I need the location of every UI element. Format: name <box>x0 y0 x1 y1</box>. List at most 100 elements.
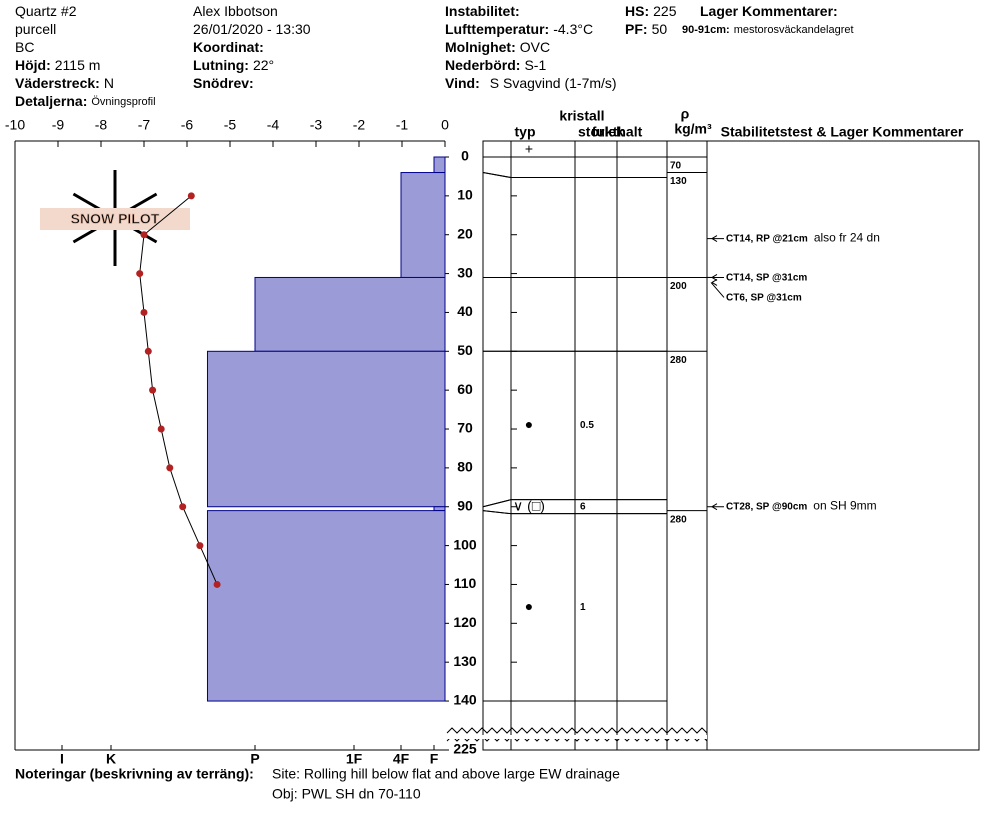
x-tick-label: 0 <box>441 117 449 133</box>
test-label: CT28, SP @90cm <box>726 501 807 512</box>
field-label: Snödrev: <box>193 75 254 91</box>
table-frame <box>482 140 980 751</box>
depth-label: 80 <box>457 459 473 475</box>
hardness-bar <box>433 156 446 174</box>
hardness-label: P <box>250 751 259 767</box>
x-tick-label: -7 <box>138 117 151 133</box>
grain-size: 0.5 <box>580 420 594 431</box>
field-value: Övningsprofil <box>91 96 155 108</box>
depth-label: 70 <box>457 420 473 436</box>
hardness-bar <box>433 506 446 512</box>
test-comment: on SH 9mm <box>813 499 876 513</box>
field-value: S-1 <box>524 57 546 73</box>
temperature-point <box>140 308 148 316</box>
depth-label: 140 <box>453 692 477 708</box>
depth-label: 50 <box>457 342 473 358</box>
depth-label: 60 <box>457 381 473 397</box>
field-value: S Svagvind (1-7m/s) <box>490 75 617 91</box>
logo: SNOW PILOT <box>40 170 190 266</box>
column-header: ρ <box>681 106 690 122</box>
field-value: 26/01/2020 - 13:30 <box>193 21 311 37</box>
hardness-bar <box>400 172 446 278</box>
hardness-bar <box>206 350 446 508</box>
field-value: Alex Ibbotson <box>193 3 278 19</box>
density-value: 70 <box>670 161 682 172</box>
temperature-point <box>140 231 148 239</box>
test: CT6, SP @31cm <box>726 292 802 303</box>
depth-label: 130 <box>453 653 477 669</box>
temperature-point <box>144 347 152 355</box>
header-field: HS: 225 <box>625 3 677 19</box>
temperature-point <box>213 580 221 588</box>
header-field: purcell <box>15 21 56 37</box>
field-label: Vind: <box>445 75 480 91</box>
column-header: typ <box>515 124 536 140</box>
density-value: 200 <box>670 281 687 292</box>
break-gap <box>447 735 707 739</box>
depth-label: 30 <box>457 264 473 280</box>
field-value: 225 <box>653 3 677 19</box>
field-label: Lufttemperatur: <box>445 21 549 37</box>
header-field: Nederbörd: S-1 <box>445 57 546 73</box>
field-value: mestorosväckandelagret <box>734 24 854 36</box>
density-value: 280 <box>670 355 687 366</box>
field-label: PF: <box>625 21 648 37</box>
depth-label: 225 <box>453 741 477 757</box>
test-arrow <box>711 274 724 281</box>
test-arrow <box>710 279 725 298</box>
header-field: Snödrev: <box>193 75 254 91</box>
header-field: 90-91cm: mestorosväckandelagret <box>682 24 854 36</box>
grain-size: 1 <box>580 602 586 613</box>
field-value: Quartz #2 <box>15 3 77 19</box>
density-value: 130 <box>670 176 687 187</box>
hardness-bar <box>206 510 446 702</box>
column-header: fukthalt <box>592 124 643 140</box>
test-arrow <box>711 235 724 243</box>
density-value: 280 <box>670 514 687 525</box>
depth-label: 0 <box>461 148 469 164</box>
depth-label: 110 <box>454 575 477 591</box>
field-label: Instabilitet: <box>445 3 520 19</box>
hardness-bar <box>254 276 446 352</box>
field-label: Väderstreck: <box>15 75 100 91</box>
field-value: OVC <box>520 39 550 55</box>
x-tick-label: -5 <box>224 117 237 133</box>
header-field: Alex Ibbotson <box>193 3 278 19</box>
header-field: 26/01/2020 - 13:30 <box>193 21 311 37</box>
header-field: Molnighet: OVC <box>445 39 550 55</box>
header-field: Lager Kommentarer: <box>700 3 838 19</box>
x-tick-label: -10 <box>5 117 25 133</box>
temperature-point <box>196 542 204 550</box>
field-value: 22° <box>253 57 274 73</box>
x-tick-label: -6 <box>181 117 194 133</box>
test-label: CT14, SP @31cm <box>726 272 807 283</box>
field-label: HS: <box>625 3 649 19</box>
temperature-point <box>187 192 195 200</box>
column-header: kristall <box>559 108 604 124</box>
column-header: kg/m³ <box>674 121 712 137</box>
depth-label: 120 <box>453 614 477 630</box>
layer-boundary <box>482 172 667 179</box>
layer-boundary <box>482 510 667 515</box>
grain-type: ● <box>525 416 533 432</box>
field-label: Lutning: <box>193 57 249 73</box>
x-tick-label: -9 <box>52 117 65 133</box>
header-field: BC <box>15 39 34 55</box>
column-header: Stabilitetstest & Lager Kommentarer <box>721 124 964 140</box>
header-field: PF: 50 <box>625 21 667 37</box>
field-label: 90-91cm: <box>682 24 730 36</box>
test: CT14, SP @31cm <box>726 272 807 283</box>
layer-boundary <box>482 499 667 508</box>
field-value: -4.3°C <box>553 21 593 37</box>
header-field: Lutning: 22° <box>193 57 274 73</box>
x-tick-label: -1 <box>396 117 409 133</box>
depth-label: 100 <box>453 536 477 552</box>
field-label: Koordinat: <box>193 39 264 55</box>
hardness-label: I <box>60 751 64 767</box>
test-label: CT6, SP @31cm <box>726 292 802 303</box>
temperature-point <box>166 464 174 472</box>
depth-label: 40 <box>457 303 473 319</box>
field-value: 2115 m <box>55 57 101 73</box>
x-tick-label: -3 <box>310 117 323 133</box>
header-field: Quartz #2 <box>15 3 77 19</box>
